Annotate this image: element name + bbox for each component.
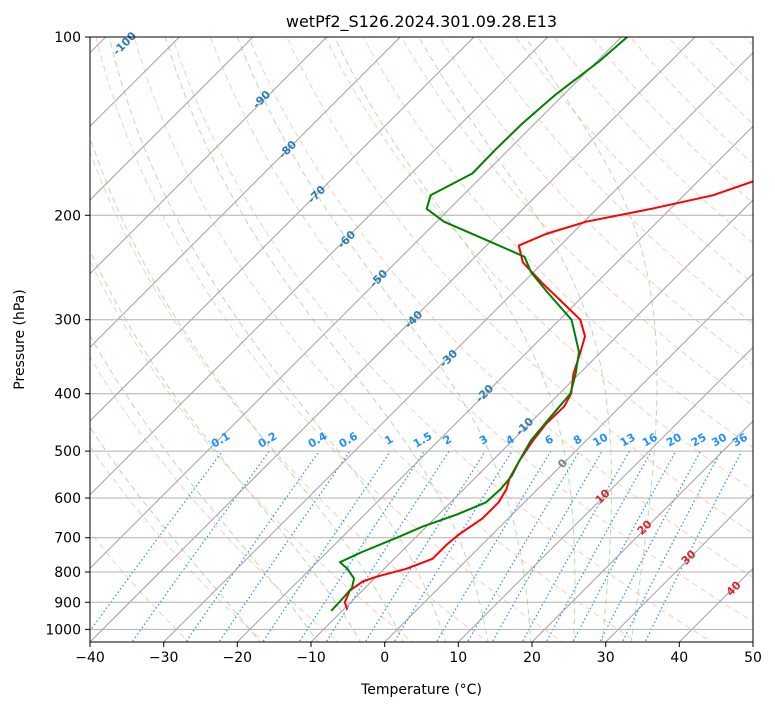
y-axis-label: Pressure (hPa) <box>12 289 28 389</box>
x-tick-label: −40 <box>75 650 105 666</box>
isotherm-line <box>90 37 622 570</box>
mixing-ratio-line <box>572 450 677 642</box>
isotherm-line <box>384 272 753 642</box>
isotherm-line <box>90 37 401 349</box>
y-tick-label: 100 <box>54 30 81 46</box>
mixing-ratio-line <box>466 450 580 642</box>
mixing-ratio-line <box>185 450 320 642</box>
dewpoint-profile-line <box>330 37 628 612</box>
chart-title: wetPf2_S126.2024.301.09.28.E13 <box>286 12 557 32</box>
y-tick-label: 200 <box>54 208 81 224</box>
x-tick-label: 0 <box>380 650 389 666</box>
plot-frame <box>89 36 754 643</box>
isotherm-line <box>531 420 753 642</box>
y-tick-label: 400 <box>54 387 81 403</box>
x-tick-label: −30 <box>149 650 179 666</box>
mixing-ratio-line <box>90 450 223 632</box>
mixing-ratio-line <box>262 450 392 642</box>
y-tick-label: 1000 <box>45 622 81 638</box>
isotherm-line <box>163 51 753 642</box>
isotherm-line <box>90 37 696 642</box>
x-tick-label: −20 <box>223 650 253 666</box>
mixing-ratio-line <box>393 450 513 642</box>
x-tick-label: 20 <box>523 650 541 666</box>
y-tick-label: 500 <box>54 444 81 460</box>
moist-adiabat-line <box>90 249 362 642</box>
mixing-ratio-line <box>621 450 722 642</box>
isotherm-line <box>236 125 753 642</box>
x-axis-label: Temperature (°C) <box>360 682 482 698</box>
dry-adiabat-line <box>90 150 489 642</box>
isotherm-line <box>310 199 753 642</box>
mixing-ratio-line <box>298 450 425 642</box>
isotherm-line <box>90 37 549 496</box>
y-tick-label: 900 <box>54 595 81 611</box>
y-tick-label: 800 <box>54 565 81 581</box>
y-tick-label: 600 <box>54 491 81 507</box>
y-tick-label: 700 <box>54 531 81 547</box>
x-tick-label: 50 <box>744 650 762 666</box>
x-tick-label: −10 <box>296 650 326 666</box>
mixing-ratio-line <box>599 450 702 642</box>
mixing-ratio-line <box>325 450 450 642</box>
y-tick-label: 300 <box>54 313 81 329</box>
isotherm-line <box>605 493 753 642</box>
isotherm-line <box>90 37 254 201</box>
x-tick-label: 40 <box>670 650 688 666</box>
x-tick-label: 10 <box>449 650 467 666</box>
x-tick-label: 30 <box>597 650 615 666</box>
mixing-ratio-line <box>218 450 351 642</box>
isotherm-line <box>457 346 753 642</box>
mixing-ratio-line <box>131 450 270 642</box>
isotherm-line <box>90 37 475 422</box>
isotherm-line <box>90 37 328 275</box>
